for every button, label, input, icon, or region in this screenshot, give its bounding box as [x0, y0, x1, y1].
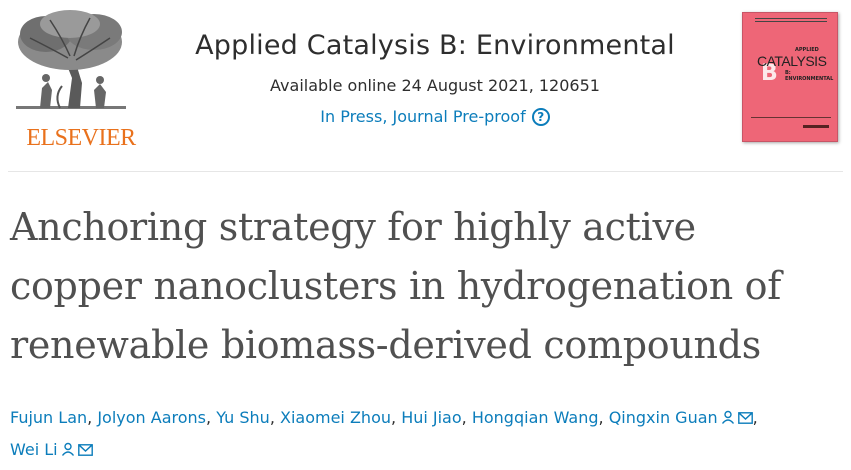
author-list: Fujun Lan, Jolyon Aarons, Yu Shu, Xiaome…: [10, 402, 845, 466]
journal-title-link[interactable]: Applied Catalysis B: Environmental: [195, 30, 675, 61]
journal-info: Applied Catalysis B: Environmental Avail…: [150, 22, 720, 128]
journal-status-link[interactable]: In Press, Journal Pre-proof: [320, 107, 526, 126]
cover-footer-rule: [751, 117, 831, 128]
header-divider: [8, 171, 843, 172]
cover-letter: B: [761, 61, 778, 86]
author-link[interactable]: Wei Li: [10, 440, 93, 459]
article-header: ELSEVIER Applied Catalysis B: Environmen…: [0, 0, 851, 170]
author-link[interactable]: Fujun Lan: [10, 408, 88, 427]
elsevier-tree-icon: [16, 10, 126, 109]
author-separator: ,: [87, 408, 93, 427]
article-title-line: Anchoring strategy for highly active: [10, 205, 696, 249]
author-name: Qingxin Guan: [608, 408, 718, 427]
help-icon[interactable]: ?: [531, 108, 550, 126]
cover-applied-text: APPLIED: [795, 47, 819, 53]
author-link[interactable]: Hongqian Wang: [471, 408, 599, 427]
author-link[interactable]: Jolyon Aarons: [97, 408, 207, 427]
article-title-line: renewable biomass-derived compounds: [10, 323, 761, 367]
person-icon[interactable]: [61, 442, 75, 456]
person-icon[interactable]: [721, 410, 735, 424]
publisher-logo[interactable]: ELSEVIER: [10, 8, 136, 150]
cover-environmental-text: B: ENVIRONMENTAL: [785, 70, 834, 82]
author-separator: ,: [752, 408, 758, 427]
author-separator: ,: [461, 408, 467, 427]
cover-footer-bar: [803, 125, 829, 128]
envelope-icon[interactable]: [737, 412, 753, 424]
cover-rule: [755, 18, 827, 22]
author-separator: ,: [206, 408, 212, 427]
author-separator: ,: [391, 408, 397, 427]
author-link[interactable]: Hui Jiao: [401, 408, 462, 427]
author-link[interactable]: Xiaomei Zhou: [280, 408, 391, 427]
article-title: Anchoring strategy for highly active cop…: [10, 198, 840, 375]
cover-catalysis-text: CATALYSIS: [757, 53, 827, 69]
publisher-name: ELSEVIER: [26, 125, 136, 151]
author-separator: ,: [269, 408, 275, 427]
author-link[interactable]: Yu Shu: [216, 408, 270, 427]
envelope-icon[interactable]: [77, 444, 93, 456]
author-name: Wei Li: [10, 440, 58, 459]
journal-status: In Press, Journal Pre-proof ?: [150, 106, 720, 128]
journal-cover-image[interactable]: APPLIED B CATALYSIS B: ENVIRONMENTAL: [742, 12, 838, 142]
availability-text: Available online 24 August 2021, 120651: [270, 76, 600, 95]
article-title-line: copper nanoclusters in hydrogenation of: [10, 264, 781, 308]
author-link[interactable]: Qingxin Guan: [609, 408, 753, 427]
author-separator: ,: [598, 408, 604, 427]
